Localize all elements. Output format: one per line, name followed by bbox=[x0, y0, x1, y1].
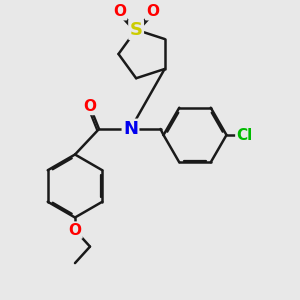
Text: N: N bbox=[123, 120, 138, 138]
Text: Cl: Cl bbox=[236, 128, 253, 142]
Text: S: S bbox=[130, 21, 142, 39]
Text: O: O bbox=[68, 223, 82, 238]
Text: O: O bbox=[113, 4, 126, 19]
Text: O: O bbox=[146, 4, 159, 19]
Text: O: O bbox=[83, 99, 97, 114]
